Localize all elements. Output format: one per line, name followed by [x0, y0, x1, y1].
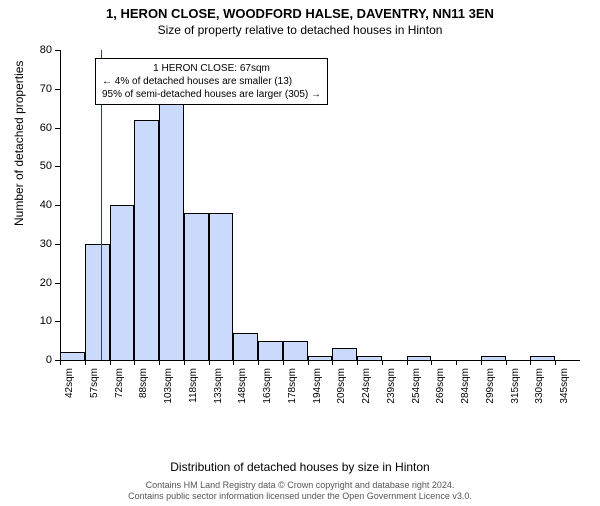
- y-tick-label: 10: [22, 315, 52, 327]
- y-tick-label: 40: [22, 199, 52, 211]
- x-tick: [134, 360, 135, 365]
- annotation-box: 1 HERON CLOSE: 67sqm← 4% of detached hou…: [95, 58, 328, 105]
- histogram-bar: [209, 213, 234, 360]
- chart-plot-area: 0102030405060708042sqm57sqm72sqm88sqm103…: [60, 50, 580, 400]
- y-tick-label: 0: [22, 354, 52, 366]
- y-tick-label: 30: [22, 238, 52, 250]
- histogram-bar: [308, 356, 333, 360]
- x-tick-label: 88sqm: [138, 368, 149, 408]
- x-tick: [481, 360, 482, 365]
- x-tick-label: 194sqm: [312, 368, 323, 408]
- x-tick-label: 315sqm: [510, 368, 521, 408]
- x-tick: [159, 360, 160, 365]
- x-tick: [110, 360, 111, 365]
- y-tick: [55, 128, 60, 129]
- x-tick: [308, 360, 309, 365]
- histogram-bar: [134, 120, 159, 360]
- x-tick-label: 42sqm: [64, 368, 75, 408]
- histogram-bar: [407, 356, 432, 360]
- x-tick: [407, 360, 408, 365]
- x-tick-label: 239sqm: [386, 368, 397, 408]
- x-tick-label: 224sqm: [361, 368, 372, 408]
- chart-title-main: 1, HERON CLOSE, WOODFORD HALSE, DAVENTRY…: [0, 6, 600, 21]
- y-tick: [55, 244, 60, 245]
- x-tick: [530, 360, 531, 365]
- footer-line-2: Contains public sector information licen…: [16, 491, 584, 502]
- histogram-bar: [357, 356, 382, 360]
- footer-attribution: Contains HM Land Registry data © Crown c…: [16, 480, 584, 503]
- histogram-bar: [233, 333, 258, 360]
- x-tick-label: 148sqm: [237, 368, 248, 408]
- y-tick: [55, 283, 60, 284]
- x-tick: [555, 360, 556, 365]
- histogram-bar: [258, 341, 283, 360]
- annotation-line-1: 1 HERON CLOSE: 67sqm: [102, 62, 321, 75]
- x-tick: [431, 360, 432, 365]
- histogram-bar: [159, 104, 184, 360]
- histogram-bar: [60, 352, 85, 360]
- histogram-bar: [481, 356, 506, 360]
- y-tick: [55, 321, 60, 322]
- histogram-bar: [283, 341, 308, 360]
- x-tick-label: 209sqm: [336, 368, 347, 408]
- histogram-bar: [530, 356, 555, 360]
- x-tick-label: 284sqm: [460, 368, 471, 408]
- x-tick-label: 72sqm: [114, 368, 125, 408]
- histogram-bar: [332, 348, 357, 360]
- chart-title-sub: Size of property relative to detached ho…: [0, 23, 600, 37]
- histogram-bar: [184, 213, 209, 360]
- y-tick-label: 20: [22, 277, 52, 289]
- x-tick: [332, 360, 333, 365]
- x-axis-line: [60, 360, 580, 361]
- x-tick: [382, 360, 383, 365]
- x-tick-label: 133sqm: [213, 368, 224, 408]
- x-tick-label: 330sqm: [534, 368, 545, 408]
- x-axis-label: Distribution of detached houses by size …: [0, 460, 600, 474]
- x-tick: [258, 360, 259, 365]
- footer-line-1: Contains HM Land Registry data © Crown c…: [16, 480, 584, 491]
- y-tick: [55, 166, 60, 167]
- x-tick-label: 57sqm: [89, 368, 100, 408]
- annotation-line-2: ← 4% of detached houses are smaller (13): [102, 75, 321, 88]
- y-tick-label: 50: [22, 160, 52, 172]
- x-tick-label: 163sqm: [262, 368, 273, 408]
- y-tick-label: 80: [22, 44, 52, 56]
- x-tick: [209, 360, 210, 365]
- x-tick: [357, 360, 358, 365]
- x-tick-label: 118sqm: [188, 368, 199, 408]
- x-tick-label: 254sqm: [411, 368, 422, 408]
- x-tick-label: 299sqm: [485, 368, 496, 408]
- y-tick: [55, 205, 60, 206]
- x-tick: [233, 360, 234, 365]
- y-tick-label: 60: [22, 122, 52, 134]
- histogram-bar: [110, 205, 135, 360]
- annotation-line-3: 95% of semi-detached houses are larger (…: [102, 88, 321, 101]
- y-axis-line: [60, 50, 61, 360]
- x-tick-label: 269sqm: [435, 368, 446, 408]
- x-tick-label: 103sqm: [163, 368, 174, 408]
- x-tick: [506, 360, 507, 365]
- x-tick-label: 178sqm: [287, 368, 298, 408]
- histogram-bar: [85, 244, 110, 360]
- x-tick: [456, 360, 457, 365]
- x-tick: [85, 360, 86, 365]
- x-tick-label: 345sqm: [559, 368, 570, 408]
- y-tick-label: 70: [22, 83, 52, 95]
- x-tick: [184, 360, 185, 365]
- y-tick: [55, 50, 60, 51]
- x-tick: [283, 360, 284, 365]
- y-tick: [55, 89, 60, 90]
- x-tick: [60, 360, 61, 365]
